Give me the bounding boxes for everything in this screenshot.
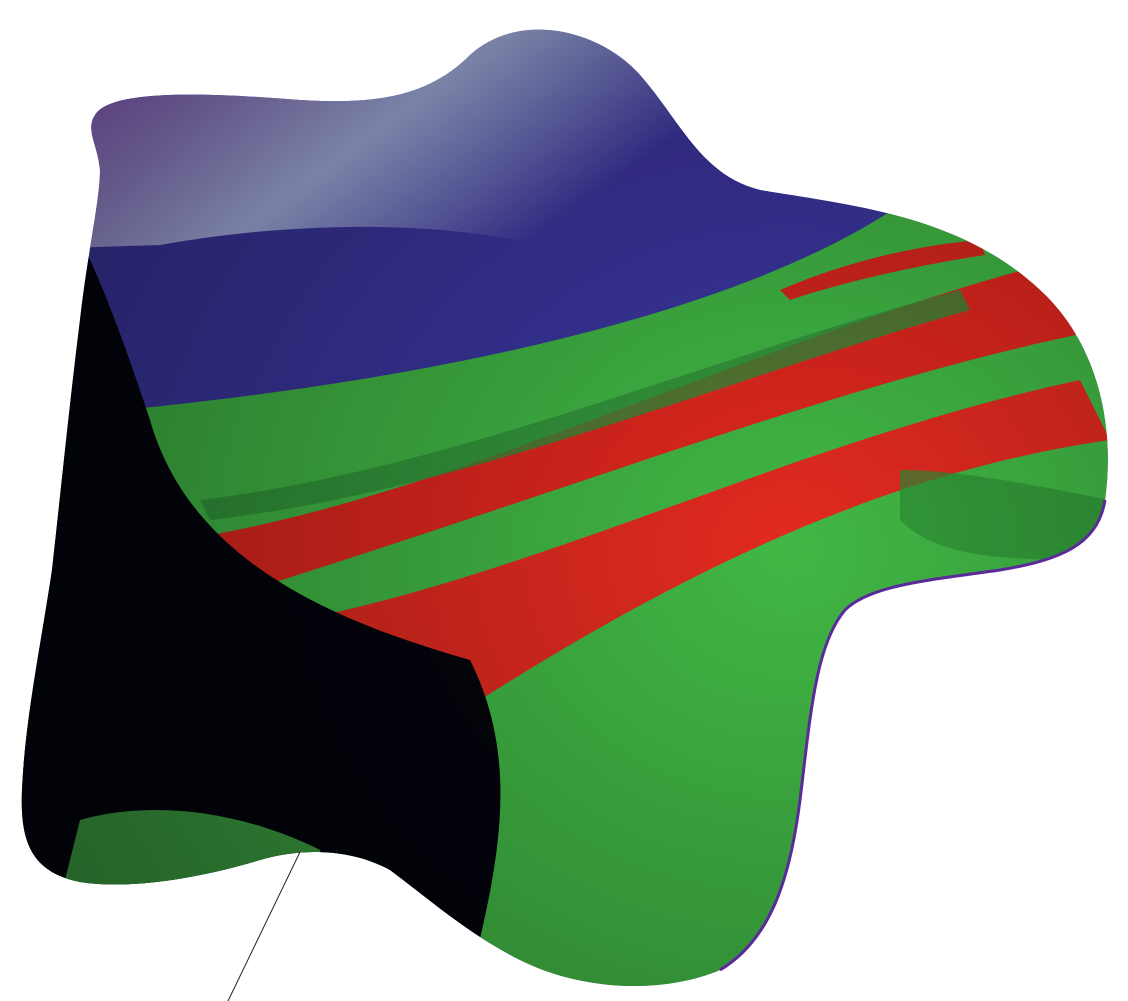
surface-rim (719, 499, 1107, 972)
leader-line (227, 851, 301, 1001)
